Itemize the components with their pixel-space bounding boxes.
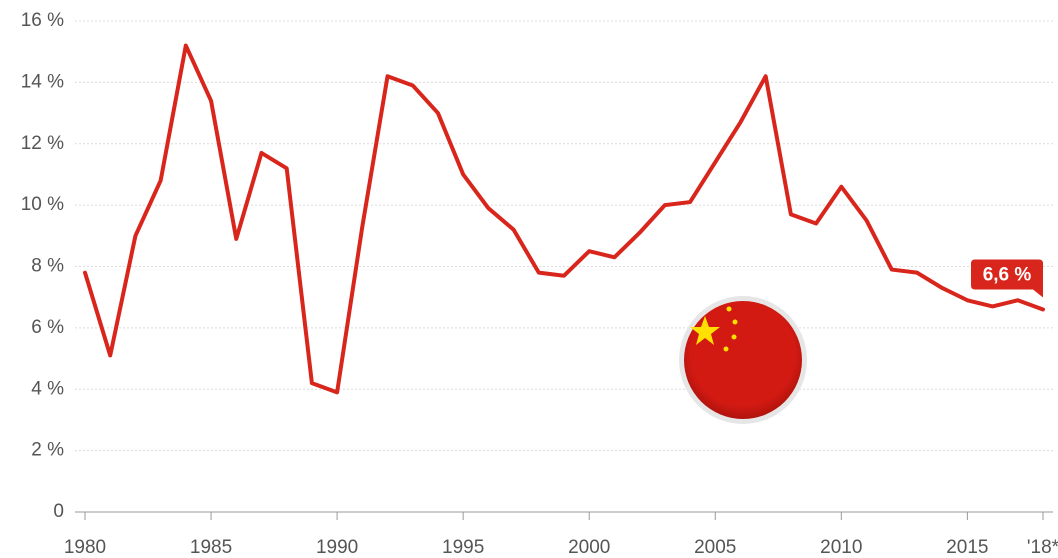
grid: 0 2 % 4 % 6 % 8 % 10 % 12 % 14 % 16 % 1980 1985 199…: [21, 10, 1058, 558]
plot: 6,6 %: [83, 43, 1045, 395]
y-tick-label: 16 %: [21, 10, 64, 31]
y-tick-label: 14 %: [21, 71, 64, 92]
x-tick-label: 1990: [316, 537, 358, 558]
label-box: [971, 259, 1043, 298]
x-tick-label: 2005: [694, 537, 736, 558]
data-label: 6,6 %: [983, 264, 1032, 285]
y-tick-label: 4 %: [31, 378, 64, 399]
x-tick-label: 1995: [442, 537, 484, 558]
line: [83, 43, 1045, 395]
y-tick-label: 12 %: [21, 133, 64, 154]
y-tick-label: 2 %: [31, 440, 64, 461]
y-tick-label: 0: [53, 501, 64, 522]
y-tick-label: 10 %: [21, 194, 64, 215]
y-tick-label: 8 %: [31, 256, 64, 277]
x-tick-label: 1985: [190, 537, 232, 558]
china-flag: [679, 296, 807, 424]
x-tick-label: 2010: [820, 537, 862, 558]
x-tick-label: 2000: [568, 537, 610, 558]
y-tick-label: 6 %: [31, 317, 64, 338]
x-tick-label: '18*: [1027, 537, 1058, 558]
x-tick-label: 2015: [946, 537, 988, 558]
x-tick-label: 1980: [64, 537, 106, 558]
